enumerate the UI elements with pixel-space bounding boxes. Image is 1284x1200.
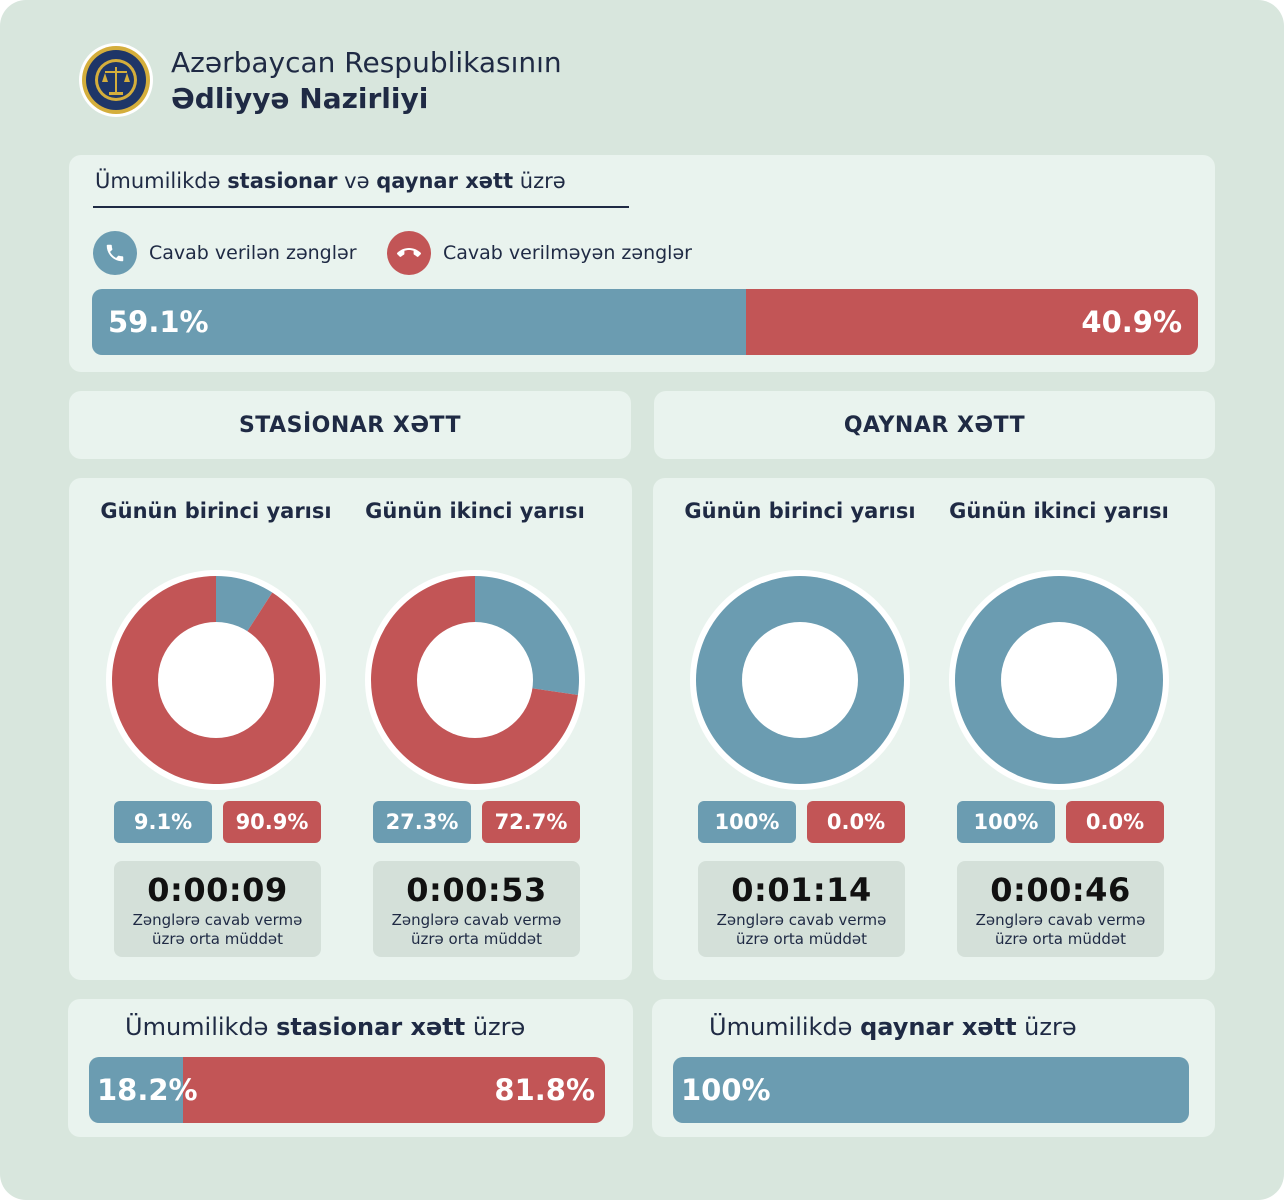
donut-chart	[365, 570, 585, 790]
legend-unanswered-label: Cavab verilməyən zənglər	[443, 242, 692, 264]
answered-percent-badge: 100%	[698, 801, 796, 843]
answered-percent-badge: 100%	[957, 801, 1055, 843]
hotline-heading: QAYNAR XƏTT	[654, 391, 1215, 459]
hotline-total-title-post: üzrə	[1016, 1013, 1077, 1041]
unanswered-percent-badge: 90.9%	[223, 801, 321, 843]
bar-label-unanswered: 40.9%	[1081, 305, 1182, 339]
average-duration-box: 0:00:53 Zənglərə cavab vermə üzrə orta m…	[373, 861, 580, 957]
half-title: Günün ikinci yarısı	[949, 499, 1169, 523]
hotline-first-half: Günün birinci yarısı 100% 0.0% 0:01:14 Z…	[670, 478, 930, 980]
legend-answered: Cavab verilən zənglər	[93, 231, 357, 275]
donut-hole	[417, 622, 533, 738]
average-duration-caption: Zənglərə cavab vermə üzrə orta müddət	[391, 911, 562, 948]
average-duration-value: 0:01:14	[731, 871, 872, 909]
stationary-panel: Günün birinci yarısı 9.1% 90.9% 0:00:09 …	[69, 478, 632, 980]
stationary-total-title-pre: Ümumilikdə	[125, 1013, 277, 1041]
stationary-total-bar: 18.2% 81.8%	[89, 1057, 605, 1123]
unanswered-percent-badge: 72.7%	[482, 801, 580, 843]
answered-percent-badge: 9.1%	[114, 801, 212, 843]
donut-hole	[742, 622, 858, 738]
average-duration-value: 0:00:09	[147, 871, 288, 909]
donut-chart	[949, 570, 1169, 790]
bar-segment-answered	[89, 1057, 183, 1123]
header-title-line1: Azərbaycan Respublikasının	[171, 46, 562, 79]
bar-label-answered: 100%	[681, 1073, 771, 1107]
title-underline	[93, 206, 629, 208]
donut-chart	[106, 570, 326, 790]
average-duration-box: 0:00:09 Zənglərə cavab vermə üzrə orta m…	[114, 861, 321, 957]
answered-percent-badge: 27.3%	[373, 801, 471, 843]
ministry-of-justice-seal-icon	[79, 43, 153, 117]
stationary-total-title-bold: stasionar xətt	[276, 1013, 466, 1041]
legend-unanswered: Cavab verilməyən zənglər	[387, 231, 692, 275]
average-duration-caption: Zənglərə cavab vermə üzrə orta müddət	[975, 911, 1146, 948]
phone-icon	[93, 231, 137, 275]
donut-chart	[690, 570, 910, 790]
hotline-second-half: Günün ikinci yarısı 100% 0.0% 0:00:46 Zə…	[929, 478, 1189, 980]
overall-title-pre: Ümumilikdə	[95, 169, 228, 193]
overall-title-post: üzrə	[513, 169, 566, 193]
stationary-heading: STASİONAR XƏTT	[69, 391, 631, 459]
half-title: Günün ikinci yarısı	[365, 499, 585, 523]
bar-label-unanswered: 81.8%	[494, 1073, 595, 1107]
average-duration-caption: Zənglərə cavab vermə üzrə orta müddət	[716, 911, 887, 948]
hotline-total-panel: Ümumilikdə qaynar xətt üzrə 100%	[652, 999, 1215, 1137]
overall-title-stationary: stasionar	[227, 169, 338, 193]
hotline-panel: Günün birinci yarısı 100% 0.0% 0:01:14 Z…	[653, 478, 1215, 980]
donut-hole	[1001, 622, 1117, 738]
header-title-line2: Ədliyyə Nazirliyi	[171, 82, 429, 115]
stationary-total-title: Ümumilikdə stasionar xətt üzrə	[125, 1013, 525, 1041]
stationary-total-title-post: üzrə	[465, 1013, 526, 1041]
hotline-total-title: Ümumilikdə qaynar xətt üzrə	[709, 1013, 1077, 1041]
bar-label-answered: 18.2%	[97, 1073, 198, 1107]
hotline-total-title-pre: Ümumilikdə	[709, 1013, 861, 1041]
average-duration-box: 0:00:46 Zənglərə cavab vermə üzrə orta m…	[957, 861, 1164, 957]
overall-title-hotline: qaynar xətt	[376, 169, 514, 193]
average-duration-box: 0:01:14 Zənglərə cavab vermə üzrə orta m…	[698, 861, 905, 957]
bar-label-answered: 59.1%	[108, 305, 209, 339]
unanswered-percent-badge: 0.0%	[807, 801, 905, 843]
stationary-first-half: Günün birinci yarısı 9.1% 90.9% 0:00:09 …	[86, 478, 346, 980]
donut-hole	[158, 622, 274, 738]
unanswered-percent-badge: 0.0%	[1066, 801, 1164, 843]
bar-segment-unanswered	[182, 1057, 605, 1123]
hotline-total-title-bold: qaynar xətt	[860, 1013, 1017, 1041]
stationary-second-half: Günün ikinci yarısı 27.3% 72.7% 0:00:53 …	[345, 478, 605, 980]
bar-segment-answered	[673, 1057, 1189, 1123]
hotline-total-bar: 100%	[673, 1057, 1189, 1123]
average-duration-value: 0:00:53	[406, 871, 547, 909]
half-title: Günün birinci yarısı	[684, 499, 916, 523]
bar-segment-answered	[92, 289, 746, 355]
overall-stacked-bar: 59.1% 40.9%	[92, 289, 1198, 355]
legend-answered-label: Cavab verilən zənglər	[149, 242, 357, 264]
stationary-total-panel: Ümumilikdə stasionar xətt üzrə 18.2% 81.…	[68, 999, 633, 1137]
overall-title: Ümumilikdə stasionar və qaynar xətt üzrə	[95, 169, 566, 193]
hang-up-icon	[387, 231, 431, 275]
average-duration-caption: Zənglərə cavab vermə üzrə orta müddət	[132, 911, 303, 948]
overall-panel: Ümumilikdə stasionar və qaynar xətt üzrə…	[69, 155, 1215, 372]
overall-title-mid: və	[337, 169, 377, 193]
half-title: Günün birinci yarısı	[100, 499, 332, 523]
header: Azərbaycan Respublikasının Ədliyyə Nazir…	[78, 42, 778, 118]
bar-segment-unanswered	[745, 289, 1198, 355]
average-duration-value: 0:00:46	[990, 871, 1131, 909]
